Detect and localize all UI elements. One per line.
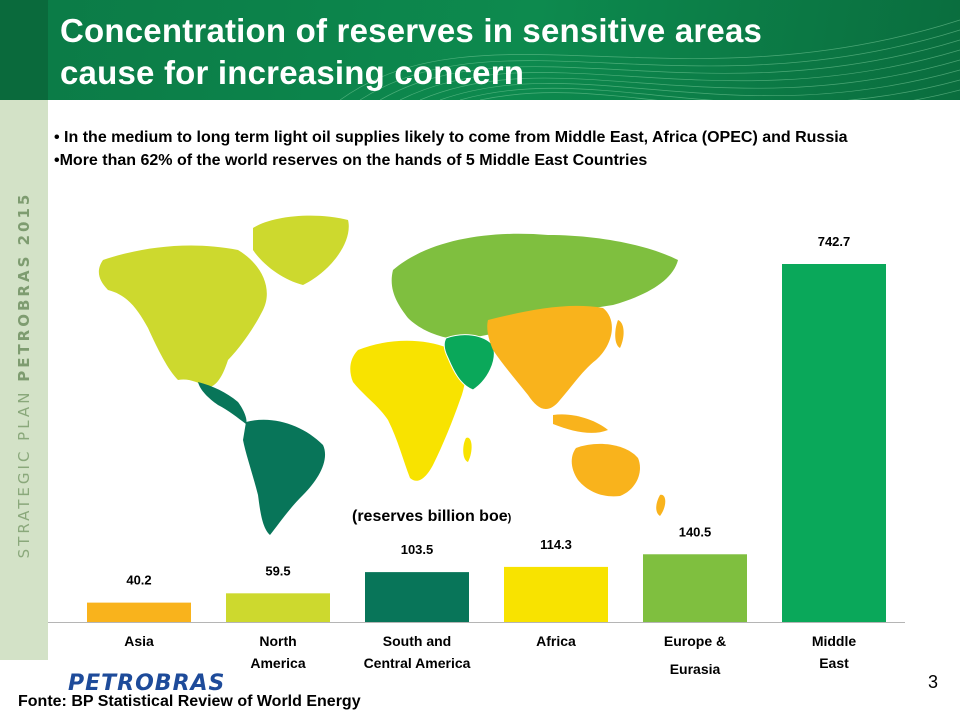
page-number: 3: [928, 672, 939, 692]
category-label-line: South and: [382, 633, 452, 649]
category-label-europe-eurasia: Europe & Eurasia: [630, 630, 760, 680]
map-australia: [571, 443, 640, 497]
category-label-line: North: [259, 633, 297, 649]
category-label-line: Middle: [811, 633, 857, 649]
slide-title: Concentration of reserves in sensitive a…: [60, 10, 940, 94]
title-line-1: Concentration of reserves in sensitive a…: [60, 12, 763, 49]
category-label-line: Eurasia: [669, 661, 721, 677]
map-central-america: [198, 382, 247, 424]
bar-north-america: [226, 593, 330, 622]
header-left-block: [0, 0, 48, 100]
category-label-africa: Africa: [491, 630, 621, 652]
side-band: [0, 100, 48, 660]
value-label-africa: 114.3: [540, 537, 572, 552]
map-eurasia: [391, 233, 678, 339]
title-line-2: cause for increasing concern: [60, 54, 525, 91]
value-label-middle-east: 742.7: [818, 234, 851, 249]
header-wave-pattern: [339, 19, 960, 100]
map-south-america: [243, 419, 326, 535]
bullet-item-2: •More than 62% of the world reserves on …: [54, 152, 648, 169]
category-label-line: America: [250, 655, 306, 671]
map-africa: [350, 340, 465, 481]
units-label: (reserves billion boe): [352, 508, 511, 526]
title-bar: Concentration of reserves in sensitive a…: [0, 0, 960, 100]
units-label-main: (reserves billion boe: [352, 508, 508, 525]
category-label-line: Asia: [124, 633, 154, 649]
category-label-line: Africa: [536, 633, 576, 649]
category-label-line: East: [819, 655, 849, 671]
category-label-asia: Asia: [74, 630, 204, 652]
map-asia: [487, 305, 612, 410]
source-note: Fonte: BP Statistical Review of World En…: [18, 693, 361, 710]
value-label-south-central-america: 103.5: [401, 542, 434, 557]
bar-south-central-america: [365, 572, 469, 622]
map-north-america: [98, 245, 267, 388]
bullet-list: • In the medium to long term light oil s…: [54, 126, 944, 172]
category-label-north-america: North America: [213, 630, 343, 674]
value-label-asia: 40.2: [126, 573, 151, 588]
bar-europe-eurasia: [643, 554, 747, 622]
bar-asia: [87, 602, 191, 622]
category-label-south-central-america: South and Central America: [352, 630, 482, 674]
units-label-paren: ): [507, 512, 512, 524]
category-label-line: Europe &: [663, 633, 727, 649]
map-greenland: [253, 215, 349, 285]
map-new-zealand: [656, 494, 666, 516]
value-labels-group: 40.2 59.5 103.5 114.3 140.5 742.7: [126, 234, 850, 588]
bar-middle-east: [782, 264, 886, 622]
category-label-line: Central America: [363, 655, 471, 671]
world-map: [98, 215, 678, 535]
bars-group: [87, 264, 886, 622]
map-japan: [615, 320, 624, 348]
value-label-europe-eurasia: 140.5: [679, 524, 712, 539]
category-label-middle-east: Middle East: [769, 630, 899, 674]
map-madagascar: [463, 437, 472, 462]
value-label-north-america: 59.5: [265, 563, 290, 578]
map-middle-east: [443, 334, 495, 391]
bar-africa: [504, 566, 608, 622]
map-indonesia: [553, 414, 608, 433]
bullet-item-1: • In the medium to long term light oil s…: [54, 129, 848, 146]
petrobras-logo: PETROBRAS: [68, 671, 226, 696]
